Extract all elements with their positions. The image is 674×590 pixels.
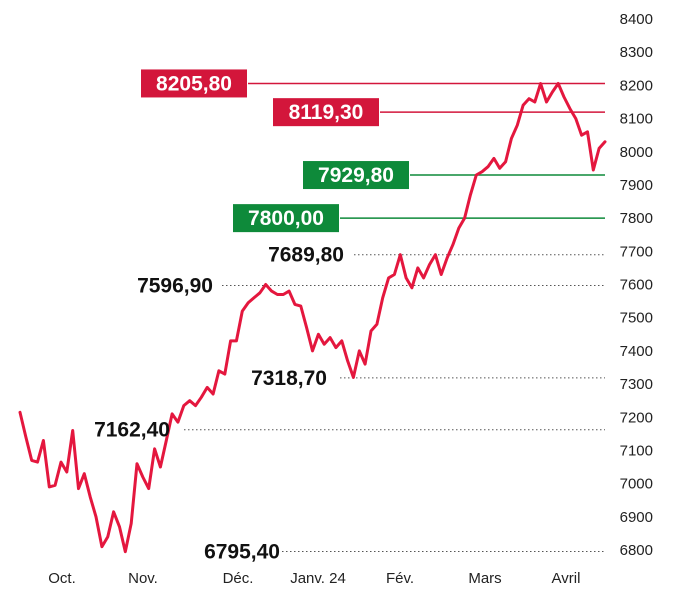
value-badge — [141, 69, 247, 98]
x-tick-label: Déc. — [223, 570, 254, 587]
y-axis: 6800 6900 7000 7100 7200 7300 7400 7500 7600 7700… — [620, 11, 653, 559]
y-tick-label: 7500 — [620, 310, 653, 327]
value-badge-label: 8205,80 — [156, 72, 232, 95]
y-tick-label: 7700 — [620, 243, 653, 260]
value-badge-label: 7800,00 — [248, 207, 324, 230]
value-badge — [273, 98, 379, 127]
y-tick-label: 8000 — [620, 144, 653, 161]
x-tick-label: Oct. — [48, 570, 76, 587]
x-tick-label: Avril — [552, 570, 581, 587]
value-badge — [303, 161, 409, 190]
x-axis: Oct. Nov. Déc. Janv. 24 Fév. Mars Avril — [48, 570, 580, 587]
y-tick-label: 7400 — [620, 343, 653, 360]
value-annotation: 7162,40 — [94, 419, 170, 442]
y-tick-label: 6900 — [620, 509, 653, 526]
value-annotation: 6795,40 — [204, 541, 280, 564]
value-annotation: 7689,80 — [268, 244, 344, 267]
x-tick-label: Mars — [468, 570, 501, 587]
value-annotation: 7318,70 — [251, 367, 327, 390]
y-tick-label: 7900 — [620, 177, 653, 194]
x-tick-label: Nov. — [128, 570, 158, 587]
value-badge — [233, 204, 339, 233]
reference-lines — [184, 82, 605, 553]
value-badge-label: 7929,80 — [318, 164, 394, 187]
value-badge-label: 8119,30 — [289, 101, 364, 124]
annotation-layer: 8205,80 8119,30 7929,80 7800,00 7689,80 7596,… — [94, 69, 409, 564]
y-tick-label: 7200 — [620, 409, 653, 426]
y-tick-label: 8400 — [620, 11, 653, 28]
series-layer — [18, 82, 607, 554]
x-tick-label: Janv. 24 — [290, 570, 346, 587]
y-tick-label: 7100 — [620, 442, 653, 459]
y-tick-label: 7800 — [620, 210, 653, 227]
y-tick-label: 7300 — [620, 376, 653, 393]
y-tick-label: 8200 — [620, 77, 653, 94]
x-tick-label: Fév. — [386, 570, 414, 587]
y-tick-label: 7600 — [620, 277, 653, 294]
y-tick-label: 8300 — [620, 44, 653, 61]
series-line — [18, 82, 607, 554]
y-tick-label: 6800 — [620, 542, 653, 559]
y-tick-label: 7000 — [620, 476, 653, 493]
value-annotation: 7596,90 — [137, 275, 213, 298]
y-tick-label: 8100 — [620, 111, 653, 128]
